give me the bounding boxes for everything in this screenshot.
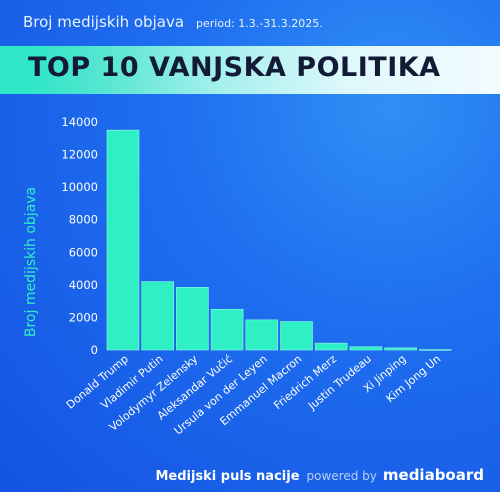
- y-tick-label: 10000: [61, 180, 98, 194]
- bar: [210, 308, 244, 351]
- bar: [141, 281, 174, 351]
- chart-title: TOP 10 VANJSKA POLITIKA: [28, 52, 441, 83]
- bar: [349, 346, 383, 351]
- y-tick-label: 6000: [69, 245, 98, 259]
- period-label: period: 1.3.-31.3.2025.: [196, 17, 323, 30]
- y-tick-label: 14000: [61, 115, 98, 129]
- powered-by-label: powered by: [306, 469, 377, 483]
- y-tick-label: 2000: [69, 310, 98, 324]
- y-axis: 0 2000 4000 6000 8000 10000 12000 14000: [61, 115, 98, 357]
- footer-label: Medijski puls nacije: [155, 469, 300, 484]
- bars: [106, 129, 452, 351]
- bar: [314, 342, 348, 351]
- bar: [106, 129, 140, 351]
- bar: [384, 347, 417, 351]
- bar: [418, 349, 452, 351]
- title-banner: TOP 10 VANJSKA POLITIKA: [0, 46, 500, 94]
- bar: [245, 319, 279, 351]
- y-axis-label: Broj medijskih objava: [23, 187, 39, 337]
- y-tick-label: 0: [91, 343, 98, 357]
- brand-logo: mediaboard: [382, 466, 484, 484]
- y-tick-label: 8000: [69, 213, 98, 227]
- header-title: Broj medijskih objava: [23, 13, 185, 31]
- chart-header: Broj medijskih objava period: 1.3.-31.3.…: [23, 13, 323, 31]
- bar: [176, 286, 209, 351]
- bar: [280, 321, 313, 351]
- y-tick-label: 4000: [69, 278, 98, 292]
- y-tick-label: 12000: [61, 148, 98, 162]
- footer: Medijski puls nacije powered by mediaboa…: [155, 466, 484, 484]
